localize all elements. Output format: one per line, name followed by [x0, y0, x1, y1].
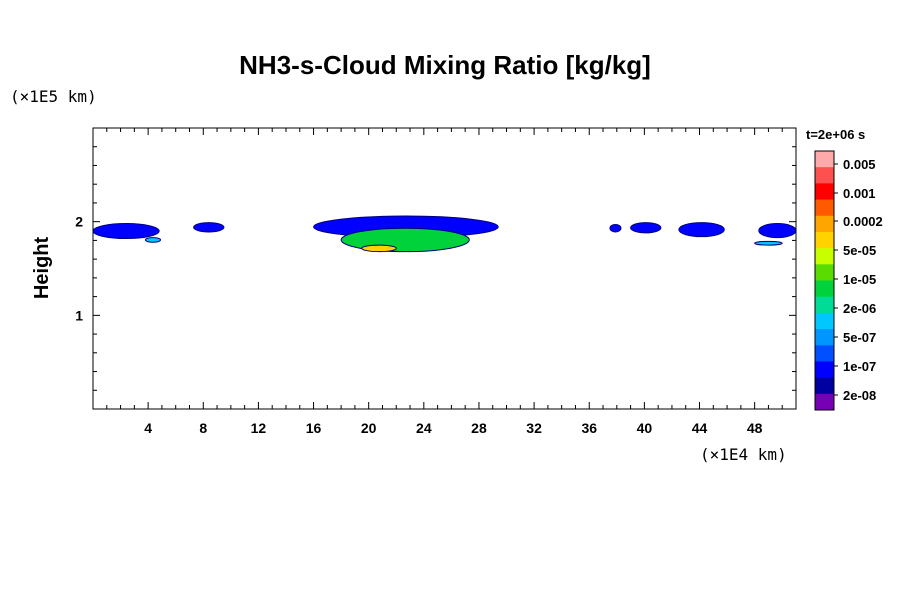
colorbar-swatch — [815, 183, 834, 201]
colorbar-label: 2e-08 — [843, 388, 876, 403]
y-tick-label: 1 — [75, 307, 83, 323]
colorbar-swatch — [815, 248, 834, 265]
colorbar-frame — [814, 150, 835, 411]
cloud-region — [630, 222, 662, 234]
colorbar-swatch — [815, 280, 834, 298]
x-tick-label: 44 — [692, 420, 708, 436]
colorbar-label: 5e-05 — [843, 243, 876, 258]
colorbar-swatch — [815, 377, 834, 395]
colorbar-swatch — [815, 296, 834, 314]
cloud-region — [193, 222, 225, 233]
cloud-region — [340, 227, 470, 253]
cloud-region — [758, 223, 797, 239]
colorbar-swatch — [815, 151, 834, 168]
cloud-field — [92, 215, 797, 253]
colorbar: 0.005 0.001 0.0002 5e-05 1e-05 2e-06 5e-07 1e-0… — [814, 150, 883, 411]
colorbar-label: 1e-05 — [843, 272, 876, 287]
colorbar-label: 0.001 — [843, 186, 876, 201]
x-tick-label: 8 — [199, 420, 207, 436]
y-axis-label: Height — [31, 237, 53, 300]
x-tick-label: 24 — [416, 420, 432, 436]
y-tick-label: 2 — [75, 214, 83, 230]
cloud-region — [678, 222, 725, 238]
colorbar-swatch — [815, 264, 834, 281]
x-tick-label: 12 — [251, 420, 267, 436]
x-unit-label: (×1E4 km) — [700, 445, 787, 464]
cloud-region — [754, 240, 783, 246]
colorbar-swatch — [815, 393, 834, 411]
colorbar-label: 0.0002 — [843, 214, 883, 229]
colorbar-swatch — [815, 329, 834, 346]
y-unit-label: (×1E5 km) — [10, 87, 97, 106]
x-tick-label: 20 — [361, 420, 377, 436]
colorbar-swatch — [815, 215, 834, 233]
chart-title: NH3-s-Cloud Mixing Ratio [kg/kg] — [239, 50, 651, 80]
colorbar-swatch — [815, 345, 834, 362]
colorbar-label: 0.005 — [843, 157, 876, 172]
x-tick-label: 28 — [471, 420, 487, 436]
cloud-region — [361, 244, 397, 253]
colorbar-label: 2e-06 — [843, 301, 876, 316]
x-tick-label: 36 — [581, 420, 597, 436]
cloud-region — [609, 223, 622, 233]
colorbar-swatch — [815, 312, 834, 330]
colorbar-swatch — [815, 361, 834, 379]
x-tick-label: 40 — [637, 420, 653, 436]
x-tick-label: 32 — [526, 420, 542, 436]
time-label: t=2e+06 s — [806, 127, 865, 142]
colorbar-swatch — [815, 231, 834, 249]
colorbar-label: 1e-07 — [843, 359, 876, 374]
x-tick-label: 16 — [306, 420, 322, 436]
colorbar-swatch — [815, 167, 834, 184]
x-tick-label: 48 — [747, 420, 763, 436]
colorbar-swatch — [815, 199, 834, 217]
x-tick-label: 4 — [144, 420, 152, 436]
cloud-region — [92, 223, 160, 240]
cloud-region — [144, 237, 162, 243]
plot-frame — [92, 127, 797, 410]
colorbar-label: 5e-07 — [843, 330, 876, 345]
